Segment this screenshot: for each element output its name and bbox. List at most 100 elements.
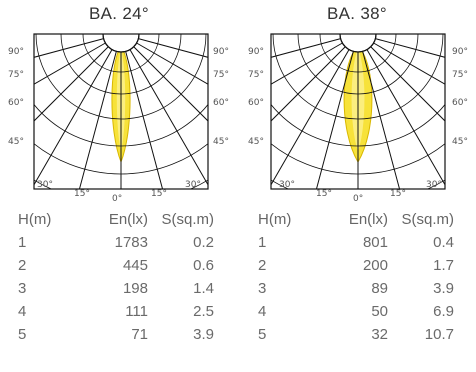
table-row: 2 200 1.7 <box>258 254 454 277</box>
table-row: 3 198 1.4 <box>18 277 214 300</box>
cell-illuminance: 200 <box>362 257 388 274</box>
angle-label-bottom-15l: 15° <box>74 189 90 199</box>
panel-ba-24: BA. 24° 90° 75° 60° 45° 90° 75° 60° 45° … <box>8 4 229 346</box>
cell-illuminance: 50 <box>371 303 388 320</box>
cell-area: 1.7 <box>433 257 454 274</box>
angle-label-left-45: 45° <box>8 137 24 147</box>
angle-label-right-90: 90° <box>452 47 468 57</box>
cell-area: 10.7 <box>424 326 454 343</box>
polar-spoke <box>375 38 445 58</box>
centre-ring <box>102 34 140 53</box>
cell-height: 5 <box>258 326 267 343</box>
table-header-row: H(m) En(lx) S(sq.m) <box>18 208 214 231</box>
polar-spoke <box>125 51 164 189</box>
centre-cap <box>103 34 139 52</box>
table-header-row: H(m) En(lx) S(sq.m) <box>258 208 454 231</box>
diagram-frame <box>33 33 209 190</box>
cell-illuminance: 198 <box>122 280 148 297</box>
polar-spoke <box>366 49 445 186</box>
angle-label-left-75: 75° <box>8 70 24 80</box>
polar-spoke <box>34 42 106 85</box>
angle-label-left-75: 75° <box>248 70 264 80</box>
polar-spoke <box>34 46 109 122</box>
angle-label-bottom-30r: 30° <box>185 180 201 190</box>
cell-area: 0.4 <box>433 234 454 251</box>
panel-title: BA. 38° <box>327 4 387 23</box>
cell-height: 1 <box>18 234 27 251</box>
cell-height: 4 <box>18 303 27 320</box>
polar-spoke <box>315 51 354 189</box>
polar-spoke <box>138 38 208 58</box>
table-row: 4 50 6.9 <box>258 300 454 323</box>
angle-label-right-60: 60° <box>452 98 468 108</box>
panel-title: BA. 24° <box>89 4 149 23</box>
cell-height: 3 <box>18 280 27 297</box>
polar-grid <box>271 34 445 189</box>
cell-illuminance: 445 <box>122 257 148 274</box>
cell-area: 1.4 <box>193 280 214 297</box>
angle-label-bottom-30r: 30° <box>426 180 442 190</box>
header-area: S(sq.m) <box>401 211 455 228</box>
illuminance-table: H(m) En(lx) S(sq.m) 1 801 0.4 2 200 1.7 … <box>258 208 454 346</box>
angle-label-bottom-15r: 15° <box>390 189 406 199</box>
table-row: 5 71 3.9 <box>18 323 214 346</box>
cell-height: 2 <box>18 257 27 274</box>
table-row: 2 445 0.6 <box>18 254 214 277</box>
angle-label-bottom-15l: 15° <box>316 189 332 199</box>
header-illuminance: En(lx) <box>108 211 148 228</box>
diagram-frame <box>270 33 446 190</box>
cell-area: 3.9 <box>433 280 454 297</box>
angle-label-right-90: 90° <box>213 47 229 57</box>
polar-diagram <box>270 33 446 190</box>
cell-area: 0.2 <box>193 234 214 251</box>
header-area: S(sq.m) <box>161 211 215 228</box>
polar-spoke <box>370 46 445 122</box>
angle-label-bottom-15r: 15° <box>151 189 167 199</box>
angle-label-left-90: 90° <box>8 47 24 57</box>
angle-label-right-45: 45° <box>452 137 468 147</box>
cell-area: 3.9 <box>193 326 214 343</box>
table-row: 3 89 3.9 <box>258 277 454 300</box>
angle-label-right-45: 45° <box>213 137 229 147</box>
angle-label-right-60: 60° <box>213 98 229 108</box>
cell-height: 3 <box>258 280 267 297</box>
angle-label-bottom-30l: 30° <box>37 180 53 190</box>
cell-illuminance: 1783 <box>114 234 148 251</box>
table-row: 1 801 0.4 <box>258 231 454 254</box>
cell-area: 2.5 <box>193 303 214 320</box>
header-height: H(m) <box>18 211 52 228</box>
angle-label-right-75: 75° <box>452 70 468 80</box>
cell-height: 4 <box>258 303 267 320</box>
centre-cap <box>340 34 376 52</box>
polar-spoke <box>34 38 104 58</box>
angle-label-left-60: 60° <box>248 98 264 108</box>
polar-spoke <box>271 38 341 58</box>
polar-spoke <box>129 49 208 186</box>
polar-spoke <box>362 51 401 189</box>
cell-illuminance: 71 <box>131 326 148 343</box>
angle-label-bottom-0: 0° <box>353 194 364 204</box>
angle-label-bottom-30l: 30° <box>279 180 295 190</box>
polar-spoke <box>373 42 445 85</box>
polar-spoke <box>34 49 113 186</box>
cell-height: 2 <box>258 257 267 274</box>
cell-illuminance: 32 <box>371 326 388 343</box>
polar-spoke <box>271 49 350 186</box>
angle-label-left-90: 90° <box>248 47 264 57</box>
angle-label-left-45: 45° <box>248 137 264 147</box>
table-row: 5 32 10.7 <box>258 323 454 346</box>
polar-spoke <box>271 42 343 85</box>
cell-illuminance: 89 <box>371 280 388 297</box>
cell-area: 6.9 <box>433 303 454 320</box>
cell-illuminance: 801 <box>362 234 388 251</box>
angle-label-bottom-0: 0° <box>112 194 123 204</box>
polar-diagram <box>33 33 209 190</box>
cell-height: 1 <box>258 234 267 251</box>
table-row: 4 111 2.5 <box>18 300 214 323</box>
cell-height: 5 <box>18 326 27 343</box>
cell-illuminance: 111 <box>125 303 148 320</box>
cell-area: 0.6 <box>193 257 214 274</box>
polar-spoke <box>133 46 208 122</box>
polar-grid <box>34 34 208 189</box>
angle-label-left-60: 60° <box>8 98 24 108</box>
